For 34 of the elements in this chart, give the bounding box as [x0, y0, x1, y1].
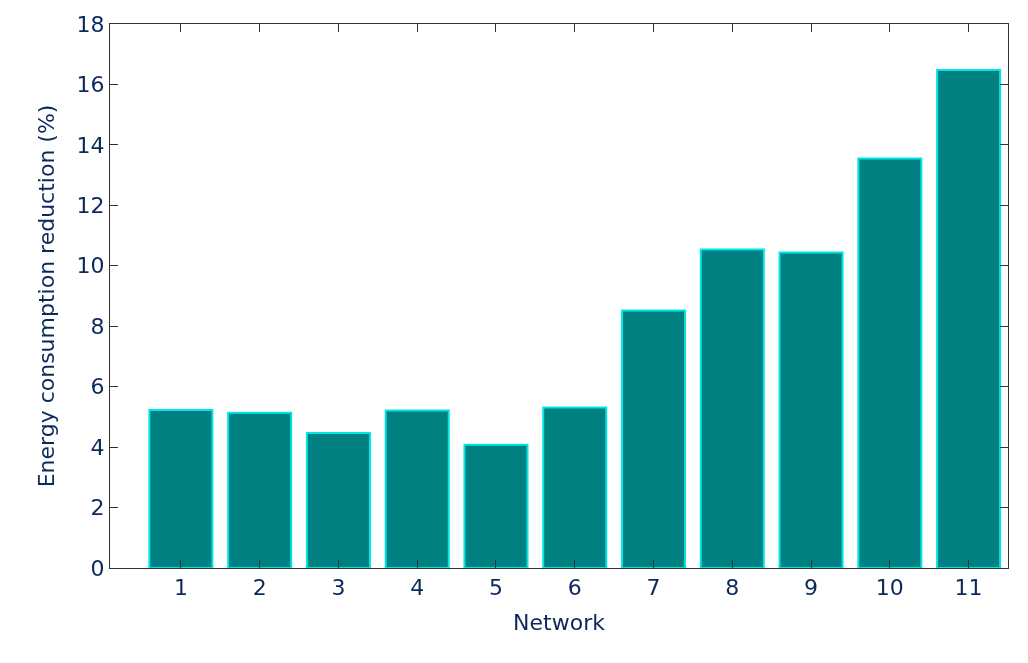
bar: [227, 411, 293, 568]
y-tick-label: 2: [90, 495, 105, 521]
y-tick-label: 8: [90, 313, 105, 339]
x-tick-label: 11: [954, 575, 983, 601]
x-tick-label: 4: [410, 575, 425, 601]
x-tick-label: 6: [567, 575, 582, 601]
y-tick-label: 14: [76, 132, 105, 158]
x-axis-title: Network: [513, 610, 606, 636]
x-tick-label: 3: [331, 575, 346, 601]
bar: [384, 409, 450, 568]
x-tick-label: 9: [804, 575, 819, 601]
y-tick-label: 10: [76, 253, 105, 279]
bar: [778, 251, 844, 568]
x-tick-label: 8: [725, 575, 740, 601]
bar: [542, 406, 608, 568]
y-axis-title: Energy consumption reduction (%): [34, 104, 60, 488]
y-tick-label: 0: [90, 555, 105, 581]
x-tick-label: 5: [488, 575, 503, 601]
bar: [148, 408, 214, 568]
bar: [857, 157, 923, 568]
y-tick-label: 12: [76, 193, 105, 219]
bar: [699, 248, 765, 568]
x-tick-label: 1: [173, 575, 188, 601]
bar: [621, 309, 687, 568]
x-tick-label: 10: [875, 575, 904, 601]
bar: [463, 443, 529, 568]
y-tick-label: 4: [90, 434, 105, 460]
y-tick-label: 16: [76, 72, 105, 98]
x-tick-label: 7: [646, 575, 661, 601]
y-tick-label: 18: [76, 11, 105, 37]
bar: [936, 68, 1002, 568]
bar: [305, 431, 371, 568]
x-tick-label: 2: [252, 575, 267, 601]
y-tick-label: 6: [90, 374, 105, 400]
